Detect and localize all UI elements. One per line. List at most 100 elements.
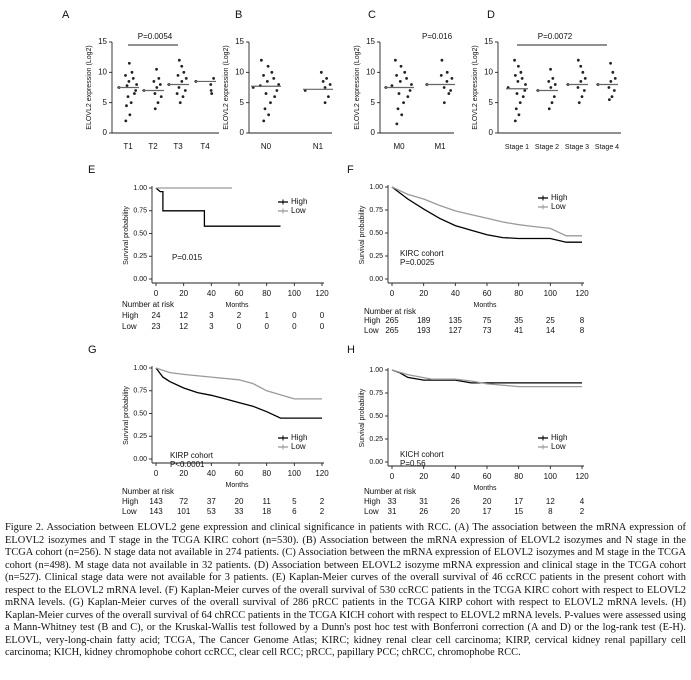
risk-count: 31: [419, 497, 428, 506]
y-tick-label: 5: [371, 98, 376, 107]
y-tick-label: 0.00: [133, 456, 147, 463]
risk-count: 143: [149, 497, 163, 506]
data-point: [609, 61, 612, 65]
data-point: [405, 77, 408, 80]
risk-count: 2: [320, 507, 325, 516]
data-point: [127, 61, 131, 65]
legend-label: High: [551, 193, 567, 202]
data-point: [209, 89, 213, 92]
data-point: [514, 107, 518, 111]
category-label: Stage 2: [535, 144, 559, 151]
risk-count: 1: [264, 311, 269, 320]
x-tick-label: 20: [179, 469, 188, 478]
survival-curve: [155, 187, 281, 227]
risk-count: 2: [580, 507, 585, 516]
data-point: [275, 89, 279, 92]
risk-count: 143: [149, 507, 163, 516]
risk-count: 24: [152, 311, 161, 320]
data-point: [518, 101, 522, 105]
data-point: [264, 92, 268, 95]
data-point: [551, 77, 555, 80]
x-tick-label: 120: [315, 289, 329, 298]
panel-letter: H: [347, 344, 355, 356]
data-point: [135, 83, 139, 86]
risk-count: 4: [580, 497, 585, 506]
risk-count: 33: [235, 507, 244, 516]
risk-count: 14: [546, 326, 555, 335]
risk-count: 20: [235, 497, 244, 506]
x-tick-label: 40: [451, 472, 460, 481]
survival-curve: [391, 369, 582, 388]
data-point: [547, 80, 551, 83]
x-tick-label: 0: [390, 472, 395, 481]
data-point: [158, 83, 162, 86]
panel-letter: G: [88, 344, 97, 356]
legend-label: High: [291, 433, 307, 442]
y-tick-label: 15: [366, 37, 375, 46]
data-point: [553, 83, 557, 86]
risk-count: 35: [514, 316, 523, 325]
survival-curve: [391, 186, 582, 237]
y-tick-label: 5: [240, 98, 245, 107]
category-label: T4: [200, 142, 210, 151]
y-tick-label: 0.50: [133, 230, 147, 237]
risk-count: 31: [388, 507, 397, 516]
x-tick-label: 60: [235, 289, 244, 298]
x-axis-label: Months: [226, 482, 249, 489]
y-tick-label: 0.50: [369, 230, 383, 237]
data-point: [577, 101, 581, 105]
annotation: P=0.015: [172, 253, 203, 262]
risk-count: 3: [209, 322, 214, 331]
data-point: [133, 92, 136, 95]
y-tick-label: 1.00: [369, 184, 383, 191]
data-point: [408, 89, 412, 92]
x-tick-label: 80: [514, 289, 523, 298]
figure-caption: Figure 2. Association between ELOVL2 gen…: [5, 522, 686, 658]
risk-count: 53: [207, 507, 216, 516]
risk-count: 127: [449, 326, 463, 335]
risk-count: 0: [292, 311, 297, 320]
y-tick-label: 15: [484, 37, 493, 46]
risk-row-label: High: [364, 316, 380, 325]
risk-count: 12: [546, 497, 555, 506]
y-tick-label: 0.50: [369, 413, 383, 420]
x-tick-label: 120: [575, 289, 589, 298]
y-tick-label: 15: [235, 37, 244, 46]
x-tick-label: 100: [544, 289, 558, 298]
risk-count: 18: [262, 507, 271, 516]
data-point: [266, 64, 270, 68]
data-point: [442, 101, 446, 105]
y-axis-label: Survival probability: [123, 206, 130, 265]
risk-count: 17: [483, 507, 492, 516]
data-point: [516, 80, 520, 83]
data-point: [450, 77, 454, 80]
x-tick-label: 20: [179, 289, 188, 298]
risk-title: Number at risk: [364, 307, 417, 316]
data-point: [576, 58, 580, 62]
data-point: [447, 92, 451, 95]
data-point: [155, 86, 159, 89]
data-point: [397, 92, 401, 95]
data-point: [582, 89, 586, 92]
data-point: [327, 95, 330, 98]
y-tick-label: 5: [103, 98, 108, 107]
risk-count: 2: [320, 497, 325, 506]
data-point: [440, 58, 444, 62]
risk-title: Number at risk: [122, 300, 175, 309]
data-point: [613, 77, 617, 80]
x-tick-label: 20: [419, 289, 428, 298]
x-tick-label: 80: [262, 469, 271, 478]
risk-count: 265: [385, 316, 399, 325]
risk-count: 0: [320, 322, 325, 331]
x-tick-label: 120: [575, 472, 589, 481]
y-tick-label: 0.00: [369, 276, 383, 283]
y-tick-label: 10: [484, 67, 493, 76]
y-tick-label: 0.75: [369, 390, 383, 397]
data-point: [607, 86, 611, 89]
survival-curve: [155, 367, 322, 419]
data-point: [263, 107, 267, 111]
y-tick-label: 0.75: [133, 208, 147, 215]
data-point: [183, 89, 187, 92]
y-tick-label: 0.25: [369, 436, 383, 443]
risk-count: 5: [292, 497, 297, 506]
